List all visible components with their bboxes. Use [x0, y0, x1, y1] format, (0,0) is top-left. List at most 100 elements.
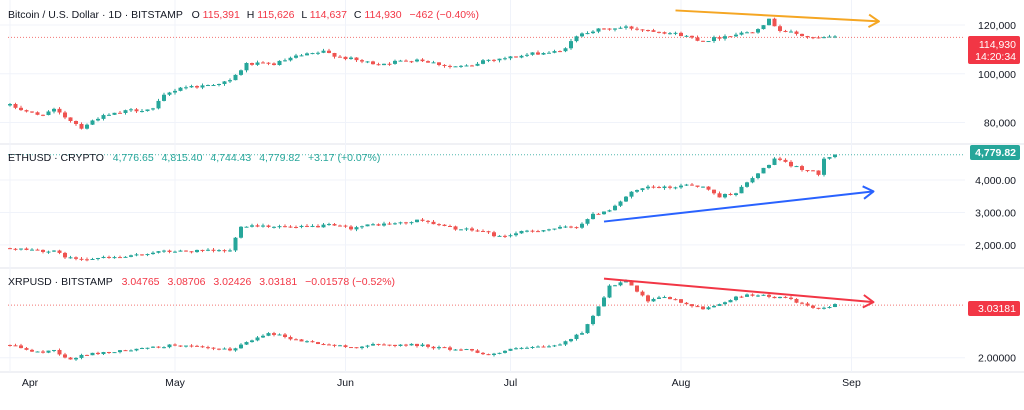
- candle-body[interactable]: [651, 30, 656, 32]
- candle-body[interactable]: [19, 345, 23, 349]
- candle-body[interactable]: [283, 226, 287, 228]
- candle-body[interactable]: [794, 166, 799, 168]
- candle-body[interactable]: [453, 66, 458, 68]
- candle-body[interactable]: [684, 35, 689, 37]
- candle-body[interactable]: [431, 346, 436, 349]
- candle-body[interactable]: [552, 228, 557, 230]
- candle-body[interactable]: [156, 346, 161, 348]
- candle-body[interactable]: [525, 230, 529, 232]
- candle-body[interactable]: [668, 186, 672, 188]
- candle-body[interactable]: [19, 107, 23, 111]
- candle-body[interactable]: [822, 158, 826, 175]
- candle-body[interactable]: [448, 65, 452, 67]
- candle-body[interactable]: [107, 114, 111, 116]
- candle-body[interactable]: [580, 223, 584, 228]
- trendline-layer[interactable]: [603, 9, 880, 309]
- candle-body[interactable]: [442, 224, 447, 227]
- candle-body[interactable]: [244, 342, 249, 345]
- candle-body[interactable]: [684, 302, 689, 305]
- candle-body[interactable]: [393, 223, 397, 225]
- candle-body[interactable]: [349, 347, 353, 349]
- candle-body[interactable]: [327, 50, 331, 53]
- candle-body[interactable]: [596, 28, 601, 32]
- candle-body[interactable]: [57, 250, 62, 253]
- candle-body[interactable]: [162, 250, 166, 252]
- candle-body[interactable]: [519, 347, 524, 349]
- candle-body[interactable]: [750, 32, 755, 34]
- candle-body[interactable]: [723, 36, 727, 39]
- candle-body[interactable]: [134, 254, 139, 256]
- candle-body[interactable]: [420, 344, 425, 347]
- candle-body[interactable]: [398, 344, 403, 346]
- candle-body[interactable]: [519, 55, 524, 58]
- candle-body[interactable]: [129, 350, 133, 352]
- candle-body[interactable]: [404, 222, 408, 224]
- candle-body[interactable]: [486, 231, 491, 233]
- candle-body[interactable]: [657, 297, 661, 299]
- candle-body[interactable]: [805, 303, 810, 306]
- candle-body[interactable]: [635, 28, 639, 30]
- candle-body[interactable]: [816, 307, 821, 309]
- candle-body[interactable]: [140, 111, 144, 113]
- candle-body[interactable]: [294, 55, 298, 58]
- candle-body[interactable]: [387, 344, 392, 346]
- candle-body[interactable]: [211, 85, 216, 87]
- candle-body[interactable]: [690, 35, 694, 38]
- candle-body[interactable]: [299, 55, 304, 57]
- candle-body[interactable]: [789, 297, 793, 299]
- candle-body[interactable]: [222, 250, 227, 252]
- candle-body[interactable]: [470, 228, 474, 231]
- candle-body[interactable]: [481, 60, 485, 64]
- candle-body[interactable]: [382, 344, 386, 346]
- candle-body[interactable]: [173, 90, 177, 93]
- candle-body[interactable]: [24, 110, 29, 112]
- candle-body[interactable]: [376, 224, 381, 226]
- candle-body[interactable]: [574, 36, 579, 42]
- candle-body[interactable]: [85, 124, 89, 129]
- candle-body[interactable]: [332, 52, 337, 57]
- candle-body[interactable]: [475, 350, 480, 353]
- candle-body[interactable]: [393, 344, 397, 346]
- candle-body[interactable]: [41, 249, 45, 252]
- candle-body[interactable]: [184, 250, 188, 252]
- candle-body[interactable]: [481, 230, 485, 232]
- candle-body[interactable]: [145, 109, 150, 112]
- candle-body[interactable]: [629, 280, 634, 286]
- candle-body[interactable]: [563, 226, 568, 228]
- candle-body[interactable]: [712, 305, 716, 308]
- candle-body[interactable]: [602, 28, 606, 30]
- candle-body[interactable]: [74, 257, 78, 259]
- candle-body[interactable]: [563, 48, 568, 52]
- candle-body[interactable]: [673, 299, 678, 301]
- candle-body[interactable]: [827, 157, 832, 159]
- candle-body[interactable]: [514, 348, 518, 350]
- candle-body[interactable]: [635, 190, 639, 192]
- candle-body[interactable]: [459, 349, 463, 351]
- candle-body[interactable]: [338, 345, 342, 347]
- candle-body[interactable]: [261, 62, 265, 64]
- candle-body[interactable]: [90, 352, 95, 356]
- candle-body[interactable]: [668, 297, 672, 300]
- candle-body[interactable]: [613, 205, 617, 211]
- candle-body[interactable]: [316, 225, 320, 228]
- candle-body[interactable]: [536, 52, 540, 55]
- candle-body[interactable]: [228, 80, 232, 82]
- candle-body[interactable]: [662, 186, 667, 189]
- candle-body[interactable]: [123, 350, 128, 352]
- candle-body[interactable]: [123, 256, 128, 258]
- candle-body[interactable]: [272, 226, 276, 228]
- candle-body[interactable]: [750, 294, 755, 296]
- candle-body[interactable]: [338, 225, 342, 227]
- candle-body[interactable]: [497, 58, 502, 61]
- candle-body[interactable]: [200, 85, 205, 88]
- candle-body[interactable]: [464, 65, 469, 67]
- candle-body[interactable]: [184, 345, 188, 347]
- candle-body[interactable]: [486, 59, 491, 61]
- candle-body[interactable]: [376, 64, 381, 66]
- candle-body[interactable]: [371, 224, 375, 226]
- candle-body[interactable]: [294, 339, 298, 341]
- candle-body[interactable]: [431, 221, 436, 225]
- candle-body[interactable]: [448, 226, 452, 228]
- candle-body[interactable]: [811, 170, 815, 172]
- candle-body[interactable]: [431, 62, 436, 64]
